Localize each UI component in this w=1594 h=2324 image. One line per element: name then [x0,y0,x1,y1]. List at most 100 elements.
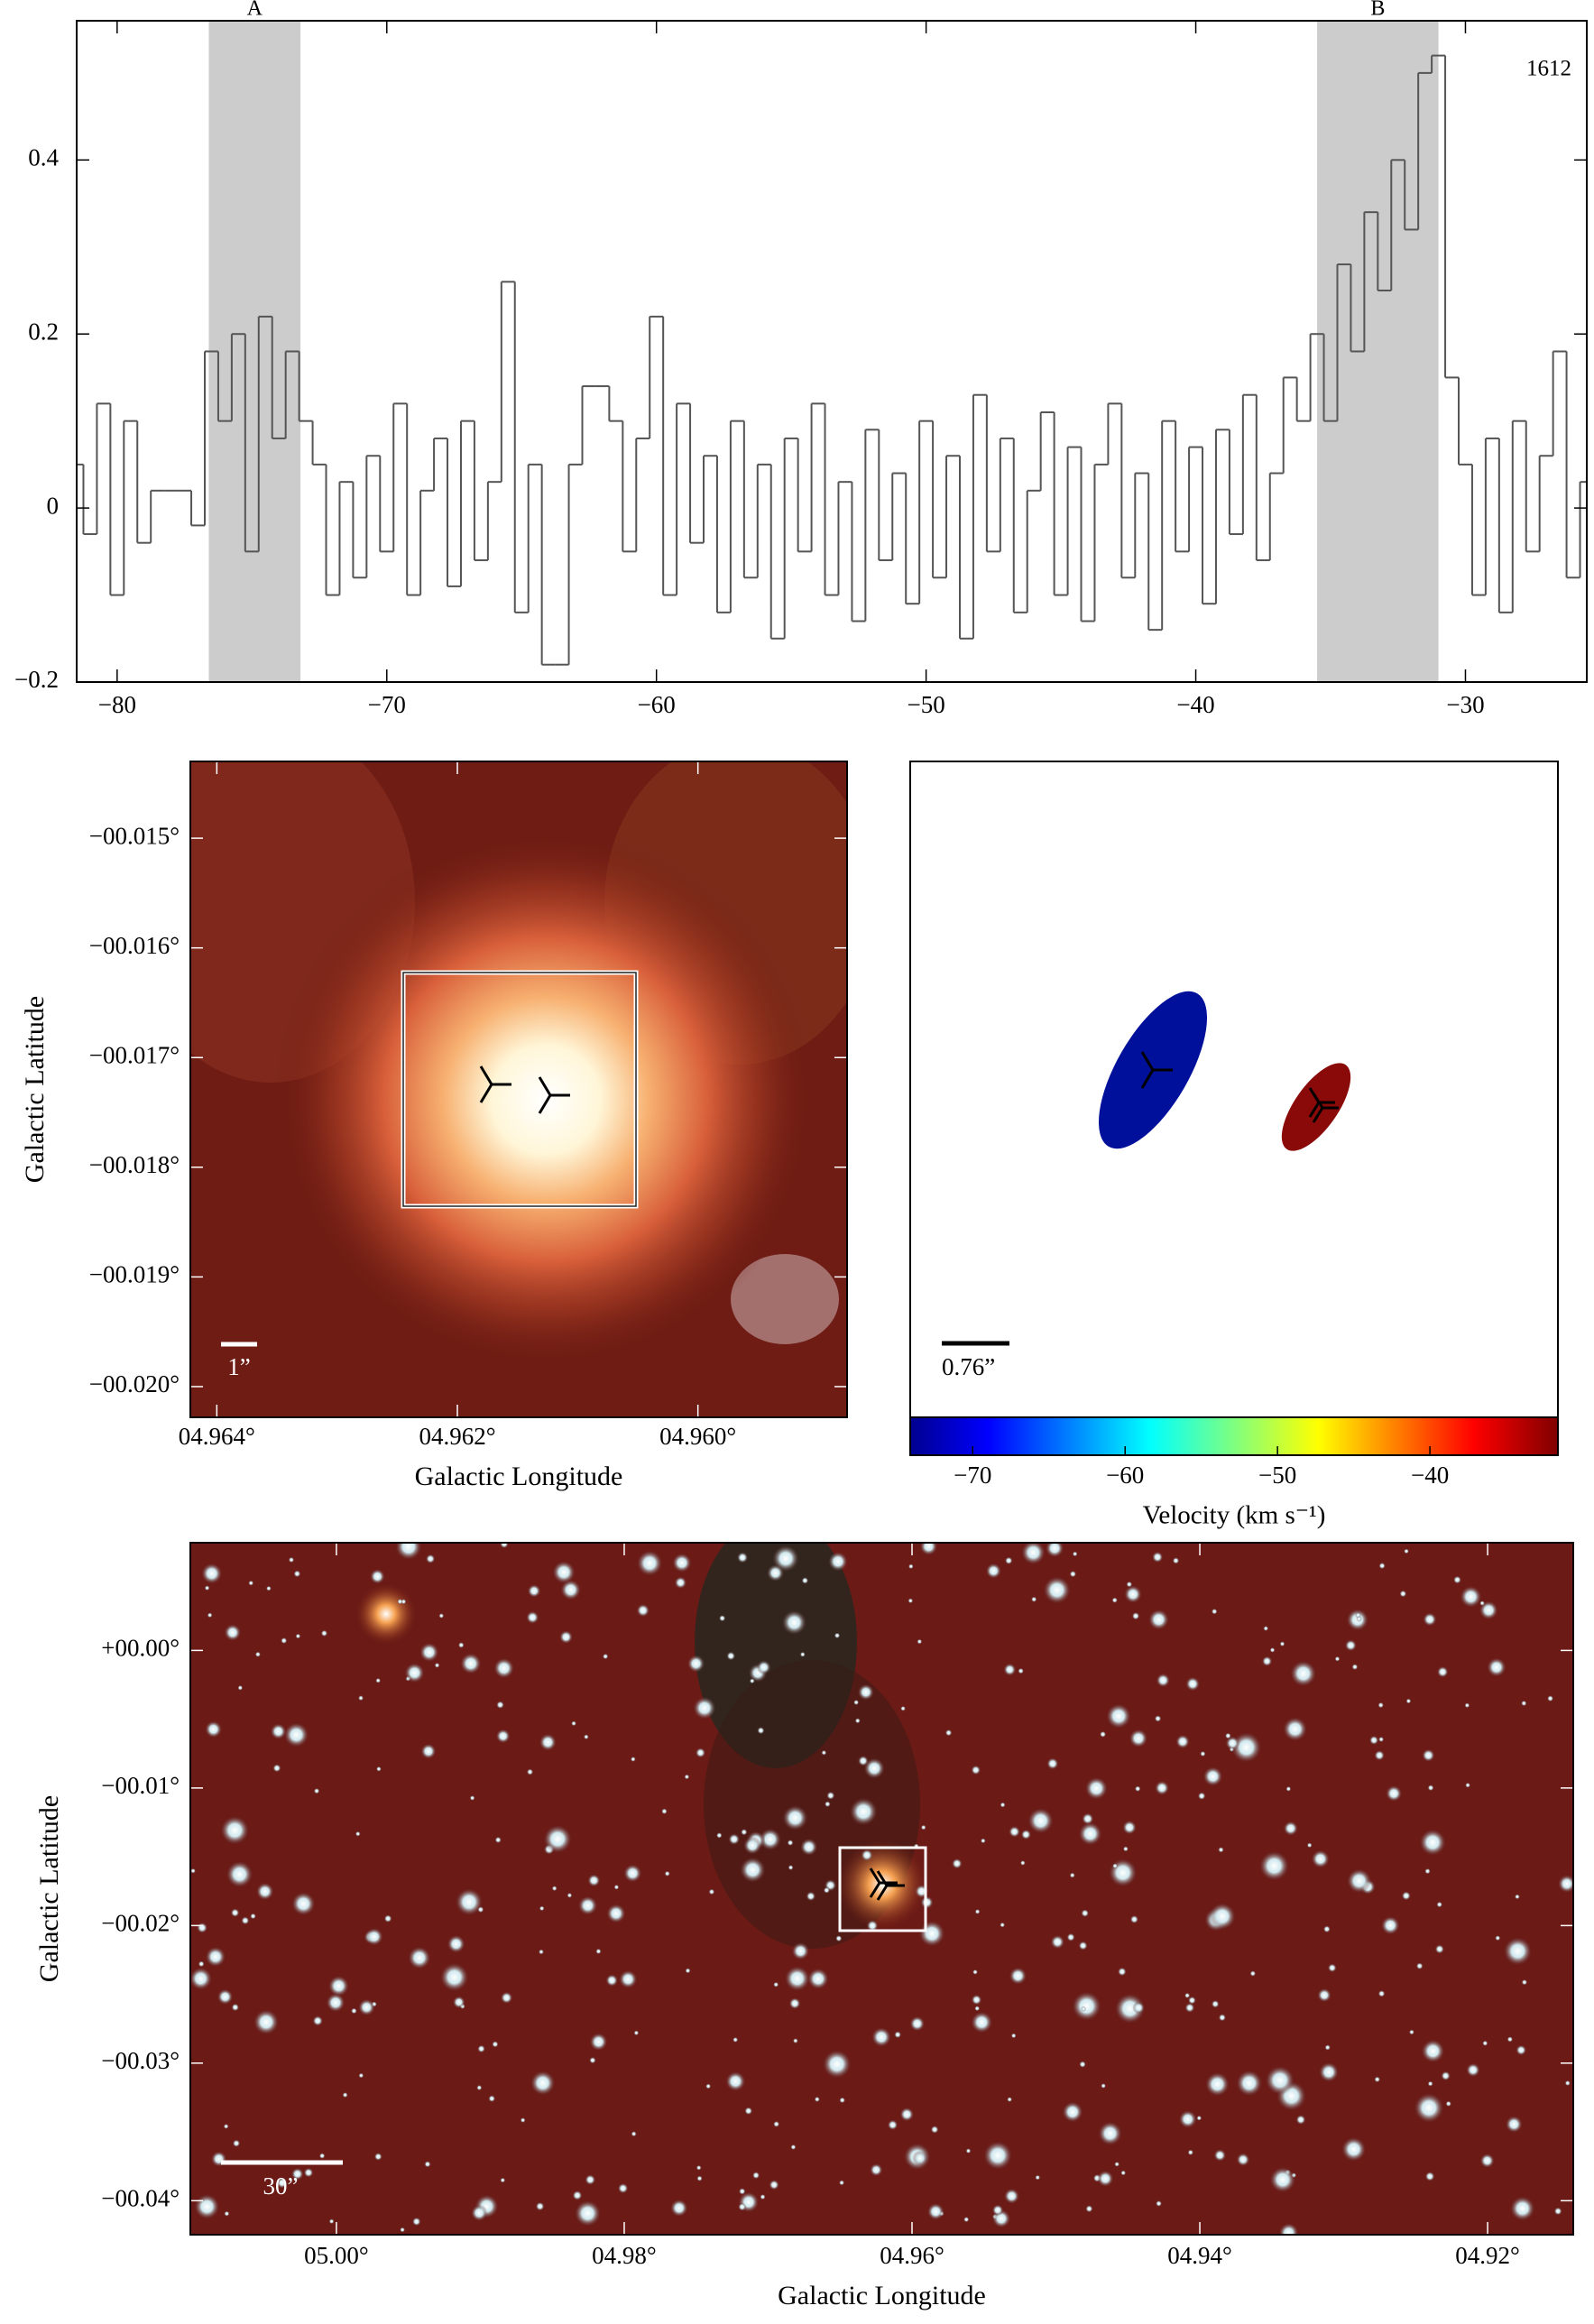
star [527,1583,541,1598]
scale-bar-label: 30” [263,2172,299,2200]
star [1117,1967,1127,1977]
star [1172,1556,1180,1564]
star [1098,2121,1122,2146]
star [740,1857,766,1883]
star [971,1765,981,1775]
star [400,2227,406,2233]
star [1202,1766,1223,1786]
star [664,1870,670,1877]
star [197,1922,208,1933]
star [1225,1736,1239,1750]
star [272,1764,281,1773]
star [756,1660,771,1675]
star [1200,1750,1206,1757]
star [784,1965,810,1992]
star [602,1653,609,1660]
star [530,2070,556,2096]
star [1516,2044,1527,2056]
star [253,2009,280,2035]
star [773,1981,779,1987]
star [190,1967,213,1990]
star [370,1569,385,1584]
x-tick-label: 04.92° [1455,2242,1520,2269]
star [790,2144,797,2151]
star [1279,1641,1285,1647]
star [358,1998,375,2016]
x-tick-label: −40 [1176,691,1214,718]
star [696,2164,702,2171]
star [1184,2002,1195,2013]
star [918,1920,945,1947]
x-tick-label: −60 [638,691,676,718]
star [1399,1590,1407,1598]
star [1078,1821,1102,1846]
star [424,2161,431,2168]
star [788,1864,794,1871]
star [909,2015,926,2032]
axes-frame [189,1542,1574,2236]
star [438,1612,445,1619]
star [695,1748,706,1758]
star [1368,1735,1379,1746]
star [853,1699,860,1706]
star [1521,1700,1527,1707]
star [857,1683,874,1701]
star [224,2210,230,2217]
star [469,1794,475,1801]
star [821,1749,827,1756]
star [457,1641,465,1648]
x-tick-label: 04.964° [179,1423,255,1450]
star [291,1891,316,1916]
star [1377,1989,1386,1997]
y-tick-label: 0.2 [28,318,59,345]
star [1306,1842,1313,1849]
star [633,2030,640,2036]
star [1156,1673,1171,1688]
star [375,1677,382,1683]
star [201,1563,223,1584]
y-tick-label: −00.015° [89,822,180,849]
star [1046,1757,1059,1770]
y-tick-label: +00.00° [101,1635,180,1662]
y-tick-label: 0.4 [28,144,59,171]
star [617,2182,629,2194]
star [920,1895,934,1909]
star [1317,1987,1331,2003]
star [1421,2039,1445,2063]
star [395,1543,422,1561]
star [577,1895,598,1915]
star [1380,1915,1400,1935]
star [1322,1925,1331,1933]
star [767,1563,785,1582]
star [1078,1941,1088,1950]
source-marker [1140,1051,1173,1089]
star [1283,1717,1308,1742]
star [1482,2040,1488,2047]
star [974,2006,981,2012]
axes-frame [909,761,1559,1456]
star [991,2204,1004,2217]
star [1436,1665,1449,1678]
source-marker [1308,1087,1339,1123]
star [543,1824,572,1854]
star [838,2180,845,2186]
star [1066,1932,1075,1942]
star [854,1718,861,1724]
star [241,1916,250,1925]
spectrum [77,21,1587,682]
star [500,1991,513,2005]
star [1197,1792,1206,1801]
star [1324,2044,1331,2051]
star [971,2011,993,2034]
star [313,1787,320,1794]
star [1187,2149,1194,2156]
star [1129,1914,1139,1924]
star [1018,1667,1025,1674]
x-tick-label: 05.00° [304,2242,369,2269]
star [1505,2116,1523,2134]
star [1427,1784,1434,1792]
star [1097,2170,1114,2187]
star [951,1858,963,1869]
star [726,1651,736,1661]
star [636,1550,663,1576]
